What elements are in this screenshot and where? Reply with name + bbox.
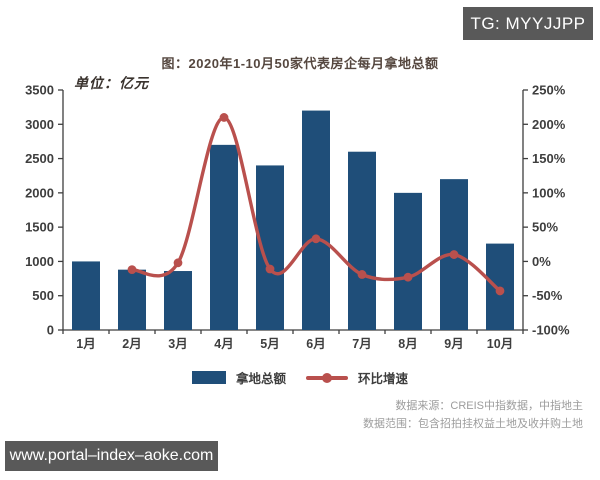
- tg-badge: TG: MYYJJPP: [463, 7, 593, 40]
- x-axis-label: 8月: [398, 337, 417, 351]
- growth-line: [130, 115, 502, 293]
- left-axis-tick-label: 2000: [25, 185, 54, 200]
- right-axis-tick-label: 0%: [532, 254, 551, 269]
- left-axis-tick-label: 1500: [25, 220, 54, 235]
- right-axis-tick-label: 100%: [532, 185, 566, 200]
- legend-line-dot-icon: [322, 372, 332, 383]
- x-axis-label: 7月: [352, 337, 371, 351]
- combo-chart: 0 500 1000 1500 2000 2500 3000 3500 -100% -50% 0% 5…: [25, 83, 570, 352]
- legend-line-swatch: [306, 371, 348, 384]
- line-point-8月: [403, 272, 413, 282]
- chart-title: 图：2020年1-10月50家代表房企每月拿地总额: [161, 56, 439, 71]
- right-axis-tick-label: -100%: [532, 323, 570, 338]
- legend: 拿地总额 环比增速: [0, 368, 600, 387]
- source-line2: 数据范围：包含招拍挂权益土地及收并购土地: [363, 418, 583, 430]
- legend-bar-label: 拿地总额: [235, 372, 286, 386]
- left-axis-tick-label: 3500: [25, 83, 54, 98]
- bar-3月: [164, 271, 192, 330]
- x-axis-label: 6月: [306, 337, 325, 351]
- left-axis-tick-label: 2500: [25, 151, 54, 166]
- bar-7月: [348, 151, 376, 330]
- watermark-url-text: www.portal–index–aoke.com: [9, 447, 214, 464]
- bar-8月: [394, 192, 422, 330]
- right-axis-tick-label: 150%: [532, 151, 566, 166]
- line-point-5月: [265, 264, 275, 274]
- bar-4月: [210, 144, 238, 330]
- line-point-4月: [219, 113, 229, 122]
- line-point-6月: [311, 234, 321, 244]
- left-axis-tick-label: 500: [32, 288, 54, 303]
- watermark-url-bar: www.portal–index–aoke.com: [5, 441, 218, 471]
- x-axis-label: 1月: [76, 337, 95, 351]
- left-axis-tick-label: 1000: [25, 254, 54, 269]
- bar-1月: [72, 261, 100, 330]
- line-point-7月: [357, 270, 367, 279]
- line-point-9月: [449, 250, 459, 259]
- left-axis-tick-label: 0: [47, 323, 54, 338]
- right-axis-tick-label: 50%: [532, 220, 558, 235]
- bar-2月: [118, 269, 146, 330]
- source-block: 数据来源：CREIS中指数据，中指地主 数据范围：包含招拍挂权益土地及收并购土地: [363, 397, 583, 433]
- line-point-10月: [495, 286, 505, 296]
- x-axis-label: 4月: [214, 337, 233, 351]
- line-point-3月: [173, 258, 183, 268]
- bar-6月: [302, 110, 330, 330]
- legend-line-label: 环比增速: [358, 372, 409, 386]
- x-axis-label: 10月: [487, 337, 513, 351]
- right-axis-tick-label: 200%: [532, 117, 566, 132]
- left-axis-tick-label: 3000: [25, 117, 54, 132]
- x-axis-label: 9月: [444, 337, 463, 351]
- legend-bar-swatch: [191, 371, 226, 384]
- unit-label: 单位：亿元: [74, 77, 149, 92]
- source-line1: 数据来源：CREIS中指数据，中指地主: [395, 400, 583, 412]
- right-axis-tick-label: -50%: [532, 288, 563, 303]
- x-axis-label: 2月: [122, 337, 141, 351]
- line-point-2月: [127, 265, 137, 275]
- right-axis-tick-label: 250%: [532, 83, 566, 98]
- x-axis-label: 3月: [168, 337, 187, 351]
- x-axis-label: 5月: [260, 337, 279, 351]
- tg-badge-text: TG: MYYJJPP: [470, 13, 586, 33]
